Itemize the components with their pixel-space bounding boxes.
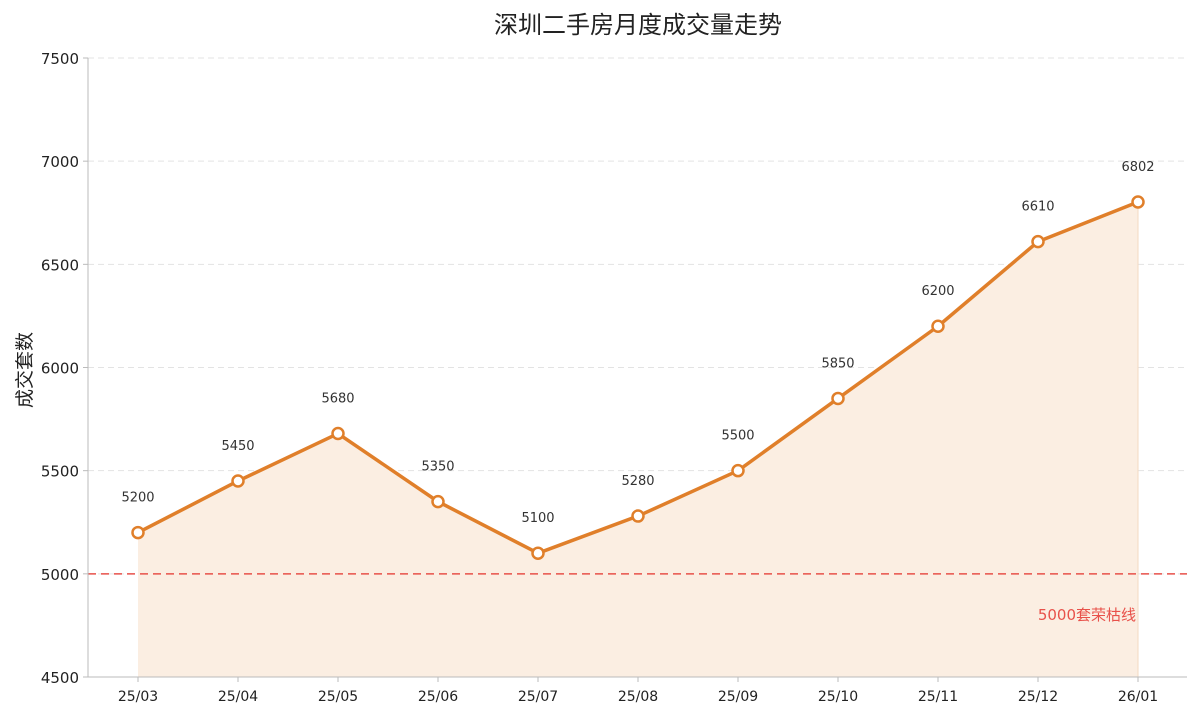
area-under-line (138, 202, 1138, 677)
x-tick-label-25/04: 25/04 (218, 689, 258, 705)
x-tick-label-25/05: 25/05 (318, 689, 358, 705)
x-axis-ticks: 25/03 25/04 25/05 25/06 25/07 25/08 25/09 25/10… (118, 677, 1158, 705)
data-point-25/07 (531, 546, 545, 560)
data-point-25/08 (631, 509, 645, 523)
y-tick-label-7000: 7000 (41, 153, 79, 171)
x-tick-label-25/08: 25/08 (618, 689, 658, 705)
threshold-label: 5000套荣枯线 (1038, 606, 1136, 624)
x-tick-label-25/06: 25/06 (418, 689, 458, 705)
y-axis-label: 成交套数 (14, 332, 36, 408)
data-points (131, 195, 1145, 560)
x-tick-label-25/10: 25/10 (818, 689, 858, 705)
y-tick-label-5500: 5500 (41, 463, 79, 481)
chart-title: 深圳二手房月度成交量走势 (494, 11, 782, 39)
data-point-25/09 (731, 463, 745, 478)
data-point-26/01 (1131, 195, 1145, 209)
y-tick-label-4500: 4500 (41, 669, 79, 687)
data-label-25/08: 5280 (621, 474, 654, 489)
y-tick-label-6000: 6000 (41, 360, 79, 378)
y-tick-label-6500: 6500 (41, 256, 79, 274)
data-label-25/06: 5350 (421, 460, 454, 475)
data-label-25/10: 5850 (821, 356, 854, 371)
data-point-25/11 (931, 319, 945, 333)
x-tick-label-25/12: 25/12 (1018, 689, 1058, 705)
data-point-25/03 (131, 525, 145, 540)
y-tick-label-5000: 5000 (41, 566, 79, 584)
x-tick-label-26/01: 26/01 (1118, 689, 1158, 705)
data-label-25/05: 5680 (321, 392, 354, 407)
x-tick-label-25/03: 25/03 (118, 689, 158, 705)
data-labels: 5200 5450 5680 5350 5100 5280 5500 5850 6200 6610… (121, 160, 1154, 526)
data-label-25/11: 6200 (921, 284, 954, 299)
threshold: 5000套荣枯线 (88, 573, 1187, 624)
y-axis-ticks: 4500 5000 5500 6000 6500 7000 7500 (41, 50, 88, 687)
data-label-25/07: 5100 (521, 511, 554, 526)
x-tick-label-25/09: 25/09 (718, 689, 758, 705)
data-label-26/01: 6802 (1121, 160, 1154, 175)
data-point-25/05 (331, 426, 345, 441)
data-point-25/10 (831, 391, 845, 406)
x-tick-label-25/11: 25/11 (918, 689, 958, 705)
data-label-25/09: 5500 (721, 429, 754, 444)
data-point-25/12 (1031, 234, 1045, 249)
x-tick-label-25/07: 25/07 (518, 689, 558, 705)
y-tick-label-7500: 7500 (41, 50, 79, 68)
area-fill (138, 202, 1139, 677)
data-label-25/12: 6610 (1021, 200, 1054, 215)
data-point-25/06 (431, 494, 445, 509)
data-label-25/03: 5200 (121, 491, 154, 506)
data-label-25/04: 5450 (221, 439, 254, 454)
data-point-25/04 (231, 474, 245, 488)
